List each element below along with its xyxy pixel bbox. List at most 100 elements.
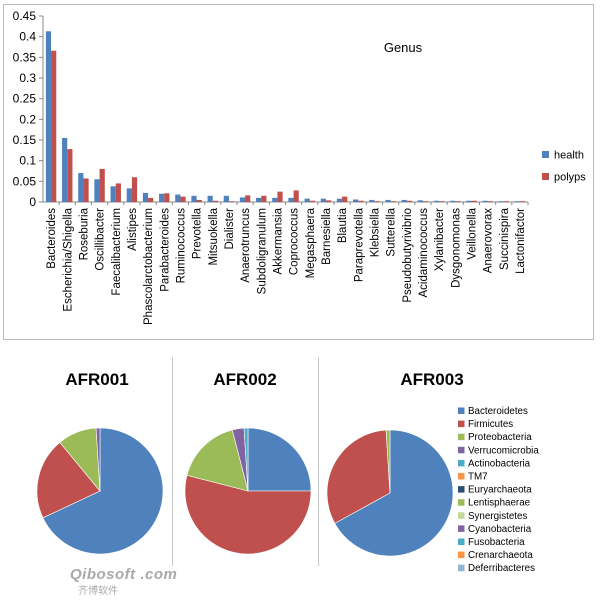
x-category-label: Mitsuokella: [208, 207, 220, 265]
y-tick-label: 0.4: [19, 30, 36, 44]
bar-health: [78, 173, 84, 202]
phylum-legend-swatch: [458, 459, 465, 467]
pie-chart-afr001: AFR001: [36, 370, 164, 555]
phylum-legend-label: Proteobacteria: [468, 432, 532, 443]
x-category-label: Veillonella: [466, 207, 478, 259]
bar-polyps: [503, 201, 509, 202]
bar-health: [45, 31, 52, 202]
x-category-label: Parabacteroides: [159, 208, 171, 292]
bar-polyps: [212, 200, 218, 202]
legend-swatch-health: [542, 151, 549, 158]
x-category-label: Ruminococcus: [175, 208, 187, 284]
pie-slice-actinobacteria: [243, 427, 249, 492]
bar-health: [159, 193, 165, 202]
y-tick-label: 0.35: [13, 50, 37, 64]
x-category-label: Paraprevotella: [353, 207, 365, 282]
pie-slice-proteobacteria: [186, 429, 249, 492]
phylum-legend-label: Crenarchaeota: [468, 550, 533, 561]
phylum-legend-label: Fusobacteria: [468, 537, 525, 548]
bar-polyps: [342, 196, 348, 202]
y-tick-label: 0.25: [13, 92, 37, 106]
x-category-label: Faecalibacterium: [111, 208, 123, 296]
x-category-label: Dysgonomonas: [450, 208, 462, 288]
bar-legend: health polyps: [542, 150, 586, 184]
bar-health: [256, 197, 262, 202]
phylum-legend-swatch: [458, 473, 465, 480]
bar-health: [207, 195, 213, 202]
x-category-label: Phascolarctobacterium: [143, 208, 155, 325]
phylum-legend-label: Actinobacteria: [468, 458, 531, 469]
bar-polyps: [228, 201, 235, 202]
x-category-label: Coprococcus: [289, 208, 301, 275]
pie-title: AFR001: [65, 370, 128, 389]
bar-health: [142, 192, 149, 202]
bar-health: [62, 137, 68, 202]
bar-polyps: [471, 200, 477, 202]
bar-polyps: [309, 200, 315, 202]
bar-health: [272, 197, 278, 202]
pie-slice-verrucomicrobia: [95, 427, 101, 492]
x-category-label: Pseudobutyrivibrio: [402, 208, 414, 303]
bar-health: [401, 199, 407, 202]
bar-polyps: [245, 195, 251, 202]
x-category-label: Alistipes: [127, 208, 139, 251]
x-category-label: Escherichia/Shigella: [62, 207, 74, 311]
phylum-legend-label: Euryarchaeota: [468, 485, 532, 496]
pie-slice-firmicutes: [184, 474, 312, 555]
legend-swatch-polyps: [542, 173, 549, 180]
x-category-label: Dialister: [224, 208, 236, 250]
bar-polyps: [67, 149, 73, 202]
bar-health: [433, 200, 440, 202]
bar-polyps: [325, 200, 332, 202]
x-category-label: Anaerotruncus: [240, 208, 252, 283]
watermark-sub: 齐博软件: [78, 586, 118, 597]
x-category-label: Akkermansia: [272, 207, 284, 274]
pie-slice-firmicutes: [36, 442, 101, 519]
bar-polyps: [293, 190, 299, 202]
bar-health: [450, 200, 456, 202]
phylum-legend-swatch: [458, 551, 465, 559]
bar-health: [417, 200, 423, 202]
bar-health: [514, 201, 520, 202]
x-category-label: Succinispira: [499, 207, 511, 270]
bar-polyps: [51, 50, 57, 202]
bar-polyps: [422, 201, 429, 202]
watermark: Qibosoft .com 齐博软件: [70, 566, 177, 597]
x-category-label: Megasphaera: [305, 207, 317, 278]
phylum-legend-swatch: [458, 564, 465, 572]
bar-health: [482, 200, 488, 202]
bar-polyps: [487, 201, 493, 202]
x-category-label: Lactonifactor: [515, 208, 527, 274]
phylum-legend-label: Verrucomicrobia: [468, 445, 539, 456]
pie-chart-afr003: AFR003: [326, 370, 464, 557]
bar-chart: 0 0.05 0.1 0.15 0.2 0.25 0.3 0.35 0.4 0.45 Bactero…: [3, 4, 594, 340]
y-tick-label: 0.15: [13, 133, 37, 147]
bar-health: [110, 186, 116, 202]
y-axis-ticks: 0 0.05 0.1 0.15 0.2 0.25 0.3 0.35 0.4 0.45: [13, 9, 43, 209]
bar-polyps: [455, 201, 461, 202]
bar-polyps: [196, 199, 202, 202]
bar-health: [175, 194, 181, 202]
x-category-label: Acidaminococcus: [418, 208, 430, 298]
bar-polyps: [406, 200, 412, 202]
bar-health: [498, 201, 504, 202]
phylum-legend-label: Lentisphaerae: [468, 498, 531, 509]
phylum-legend: Bacteroidetes Firmicutes Proteobacteria Ver…: [458, 406, 539, 574]
y-tick-label: 0.2: [19, 112, 36, 126]
legend-label-polyps: polyps: [554, 172, 586, 184]
phylum-legend-swatch: [458, 407, 465, 414]
bar-chart-frame: [3, 4, 594, 340]
phylum-legend-swatch: [458, 486, 465, 493]
bar-health: [191, 195, 197, 202]
bar-health: [239, 197, 246, 202]
bar-polyps: [99, 168, 105, 202]
phylum-legend-swatch: [458, 538, 465, 545]
bar-polyps: [83, 178, 89, 202]
bars: [45, 31, 526, 202]
bar-polyps: [277, 191, 283, 202]
x-category-labels: Bacteroides Escherichia/Shigella Roseburia…: [46, 202, 529, 325]
phylum-legend-label: TM7: [468, 472, 488, 483]
pie-slice-firmicutes: [326, 429, 391, 524]
bar-health: [466, 200, 472, 202]
